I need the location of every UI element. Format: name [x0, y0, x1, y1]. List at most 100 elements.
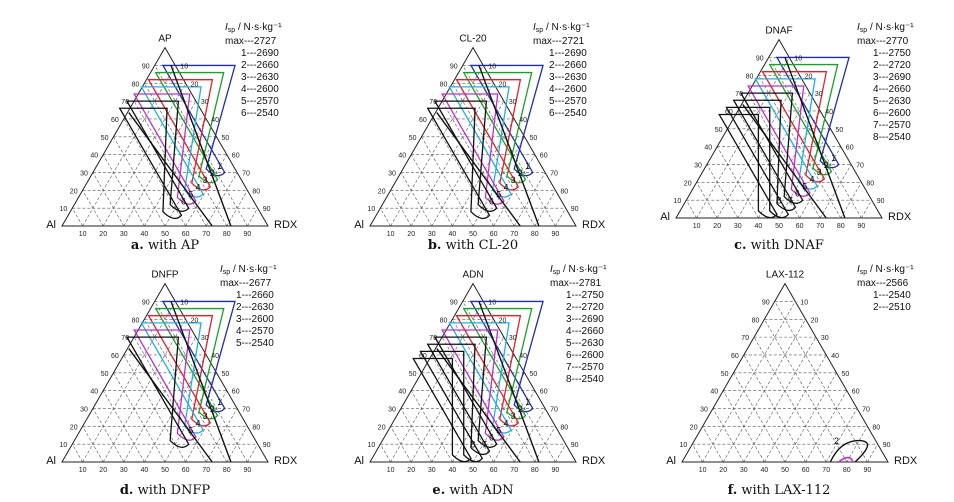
right-tick-label: 90 — [883, 442, 891, 449]
grid-line — [164, 136, 217, 227]
contour-label-6: 6 — [181, 197, 186, 207]
legend-entry-1: 1---2690 — [241, 48, 279, 59]
grid-line — [92, 172, 125, 227]
grid-line — [82, 426, 104, 463]
boundary-line-left — [742, 104, 827, 219]
left-tick-label: 10 — [368, 206, 376, 213]
legend-unit: Isp / N·s·kg⁻¹ — [857, 22, 914, 34]
contour-label-8: 8 — [776, 196, 781, 206]
ternary-frame — [61, 282, 269, 463]
left-tick-label: 90 — [450, 63, 458, 70]
legend-unit: Isp / N·s·kg⁻¹ — [857, 264, 914, 276]
base-tick-label: 20 — [99, 231, 107, 238]
grid-line — [82, 65, 176, 227]
left-tick-label: 20 — [378, 188, 386, 195]
left-tick-label: 60 — [731, 353, 739, 360]
right-tick-label: 80 — [560, 188, 568, 195]
legend-entry-max: max---2721 — [533, 36, 585, 47]
contour-label-5: 5 — [802, 181, 807, 191]
left-tick-label: 10 — [60, 442, 68, 449]
base-tick-label: 70 — [510, 467, 518, 474]
ternary-frame — [369, 46, 577, 227]
legend-entry-5: 5---2630 — [873, 96, 911, 107]
legend: Isp / N·s·kg⁻¹ max---27811---27502---2720… — [550, 264, 607, 385]
grid-line — [144, 83, 228, 227]
left-tick-label: 60 — [725, 109, 733, 116]
right-tick-label: 60 — [540, 153, 548, 160]
grid-line — [722, 390, 765, 463]
right-tick-label: 20 — [805, 73, 813, 80]
left-tick-label: 20 — [70, 424, 78, 431]
right-tick-label: 40 — [825, 109, 833, 116]
legend-entry-4: 4---2660 — [873, 84, 911, 95]
left-tick-label: 90 — [450, 299, 458, 306]
legend-entry-max: max---2566 — [857, 278, 909, 289]
grid-line — [164, 372, 217, 463]
left-tick-label: 40 — [398, 153, 406, 160]
base-tick-label: 80 — [837, 223, 845, 230]
left-tick-label: 90 — [762, 299, 770, 306]
base-tick-label: 80 — [223, 231, 231, 238]
left-tick-label: 60 — [111, 353, 119, 360]
right-tick-label: 90 — [263, 206, 271, 213]
corner-label-right: RDX — [888, 211, 912, 223]
contour-label-3: 3 — [817, 167, 822, 177]
corner-label-left: Al — [354, 455, 364, 467]
legend-entry-1: 1---2660 — [236, 290, 274, 301]
grid-line — [82, 301, 176, 463]
left-tick-label: 80 — [752, 317, 760, 324]
right-tick-label: 40 — [831, 353, 839, 360]
right-tick-label: 50 — [530, 135, 538, 142]
right-tick-label: 10 — [180, 299, 188, 306]
left-tick-label: 20 — [378, 424, 386, 431]
left-tick-label: 50 — [101, 371, 109, 378]
base-tick-label: 50 — [161, 231, 169, 238]
right-tick-label: 20 — [499, 81, 507, 88]
legend-entry-5: 5---2630 — [566, 338, 604, 349]
base-tick-label: 80 — [223, 467, 231, 474]
legend-entry-2: 2---2510 — [873, 302, 911, 313]
base-tick-label: 10 — [699, 467, 707, 474]
right-tick-label: 30 — [815, 91, 823, 98]
left-tick-label: 70 — [429, 335, 437, 342]
right-tick-label: 40 — [211, 117, 219, 124]
left-tick-label: 70 — [741, 335, 749, 342]
right-tick-label: 30 — [201, 99, 209, 106]
panel-title: AP — [158, 34, 172, 45]
grid-line — [825, 408, 858, 463]
base-tick-label: 90 — [552, 231, 560, 238]
right-tick-label: 70 — [550, 170, 558, 177]
left-tick-label: 80 — [746, 73, 754, 80]
legend-unit: Isp / N·s·kg⁻¹ — [533, 22, 590, 34]
legend-entry-8: 8---2540 — [873, 132, 911, 143]
base-tick-label: 40 — [449, 231, 457, 238]
left-tick-label: 80 — [132, 317, 140, 324]
boundary-line-right — [478, 301, 540, 463]
left-tick-label: 90 — [142, 299, 150, 306]
contour-line-6 — [426, 107, 491, 220]
grid-line — [380, 208, 391, 227]
base-tick-label: 60 — [490, 231, 498, 238]
panel-caption: f. with LAX-112 — [728, 483, 831, 498]
right-tick-label: 60 — [540, 389, 548, 396]
base-tick-label: 30 — [740, 467, 748, 474]
contour-label-1: 1 — [525, 161, 530, 171]
grid-line — [861, 200, 872, 219]
base-tick-label: 10 — [79, 467, 87, 474]
contour-label-2: 2 — [834, 436, 839, 446]
contour-label-3: 3 — [203, 411, 208, 421]
grid-line — [421, 136, 474, 227]
contour-label-7: 7 — [788, 196, 793, 206]
base-tick-label: 40 — [449, 467, 457, 474]
base-tick-label: 50 — [775, 223, 783, 230]
right-tick-label: 80 — [560, 424, 568, 431]
legend-unit: Isp / N·s·kg⁻¹ — [220, 264, 277, 276]
left-tick-label: 40 — [704, 145, 712, 152]
grid-line — [784, 372, 837, 463]
contour-label-5: 5 — [496, 189, 501, 199]
legend-entry-2: 2---2720 — [873, 60, 911, 71]
left-tick-label: 40 — [710, 389, 718, 396]
